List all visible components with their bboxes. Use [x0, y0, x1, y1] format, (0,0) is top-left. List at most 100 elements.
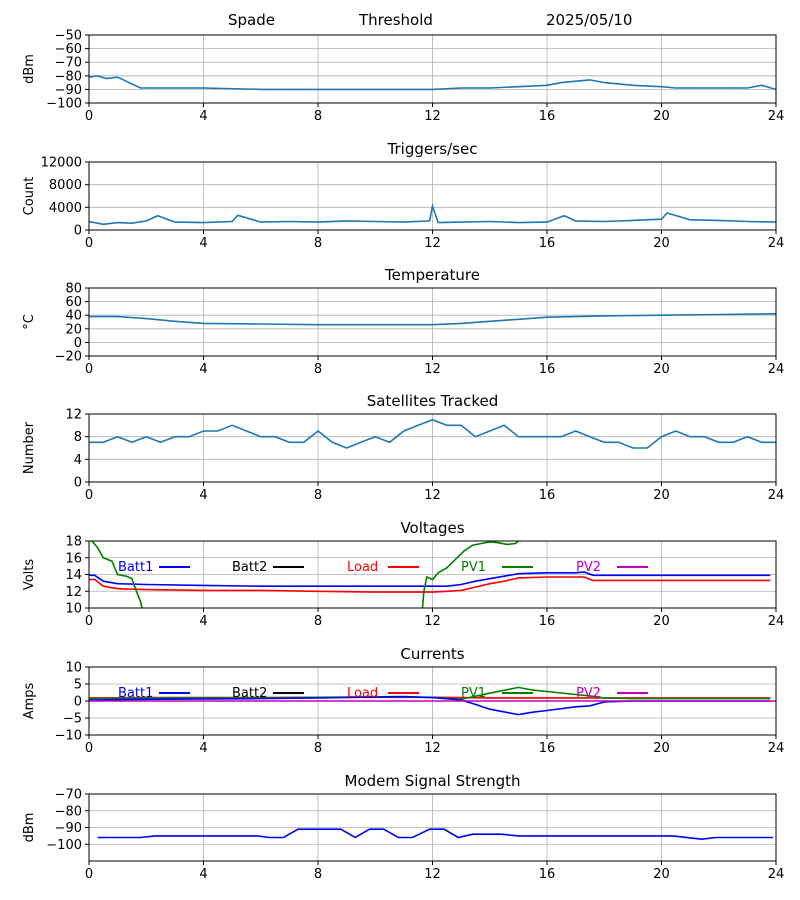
x-tick-label: 20 [653, 741, 670, 756]
x-tick-label: 12 [424, 236, 441, 251]
y-tick-label: 16 [65, 551, 82, 566]
panel-modem: 0 4 8 12 16 20 24 −100 −90 −80−70 Modem Signal Str… [22, 772, 784, 882]
chart-title: Triggers/sec [387, 140, 478, 158]
y-tick-label: 12000 [41, 156, 82, 171]
y-tick-label: 8 [74, 430, 82, 445]
chart-title: Currents [400, 645, 464, 663]
y-tick-label: 12 [65, 408, 82, 423]
series-line-load-1 [89, 576, 771, 593]
series-line-triggers-0 [89, 203, 776, 226]
chart-title: Voltages [400, 519, 464, 537]
x-tick-label: 16 [539, 867, 556, 882]
y-axis-label: °C [22, 314, 37, 330]
x-tick-label: 20 [653, 867, 670, 882]
series-line-temperature-0 [89, 313, 776, 326]
legend-label-batt1: Batt1 [118, 560, 153, 575]
x-tick-label: 8 [314, 362, 322, 377]
x-tick-label: 24 [768, 236, 785, 251]
x-tick-label: 0 [85, 614, 93, 629]
y-tick-label: −20 [55, 350, 82, 365]
y-tick-label: −10 [55, 729, 82, 744]
y-axis-label: Amps [22, 682, 37, 719]
x-tick-label: 24 [768, 109, 785, 124]
series-line-pv1-2 [91, 541, 143, 608]
y-tick-label: 60 [65, 295, 82, 310]
x-tick-label: 0 [85, 488, 93, 503]
y-tick-label: 18 [65, 535, 82, 550]
x-tick-label: 4 [199, 867, 207, 882]
y-tick-label: 0 [74, 336, 82, 351]
x-tick-label: 8 [314, 488, 322, 503]
y-tick-label: 4 [74, 453, 82, 468]
x-tick-label: 16 [539, 109, 556, 124]
x-tick-label: 4 [199, 614, 207, 629]
x-tick-label: 20 [653, 488, 670, 503]
chart-title: Temperature [384, 266, 480, 284]
x-tick-label: 24 [768, 867, 785, 882]
y-tick-label: 12 [65, 585, 82, 600]
y-tick-label: 0 [74, 224, 82, 239]
y-axis-label: dBm [22, 813, 37, 843]
x-tick-label: 12 [424, 741, 441, 756]
y-tick-label: −80 [55, 69, 82, 84]
y-tick-label: −100 [46, 97, 82, 112]
x-tick-label: 8 [314, 236, 322, 251]
y-tick-label: 14 [65, 568, 82, 583]
panel-satellites: 0 4 8 12 16 20 24 0 4 8 12 Satellites Tracked Number [22, 392, 784, 503]
x-tick-label: 4 [199, 362, 207, 377]
y-tick-label: 10 [65, 661, 82, 676]
x-tick-label: 20 [653, 236, 670, 251]
series-line-signal-0 [89, 74, 776, 91]
legend-label-pv2: PV2 [576, 560, 601, 575]
y-tick-label: 0 [74, 476, 82, 491]
y-tick-label: 80 [65, 282, 82, 297]
x-tick-label: 8 [314, 109, 322, 124]
series-line-modem-0 [97, 828, 774, 841]
legend-label-pv1: PV1 [461, 686, 486, 701]
y-tick-label: 20 [65, 322, 82, 337]
x-tick-label: 20 [653, 109, 670, 124]
y-tick-label: 10 [65, 602, 82, 617]
x-tick-label: 16 [539, 236, 556, 251]
legend-label-load: Load [347, 560, 378, 575]
header-site: Spade [228, 11, 275, 29]
x-tick-label: 16 [539, 741, 556, 756]
y-tick-label: −70 [55, 788, 82, 803]
y-tick-label: −70 [55, 56, 82, 71]
y-tick-label: −90 [55, 821, 82, 836]
x-tick-label: 0 [85, 867, 93, 882]
x-tick-label: 8 [314, 614, 322, 629]
y-tick-label: −50 [55, 29, 82, 44]
y-tick-label: −60 [55, 42, 82, 57]
x-tick-label: 24 [768, 741, 785, 756]
y-tick-label: 0 [74, 695, 82, 710]
x-tick-label: 4 [199, 488, 207, 503]
y-tick-label: 4000 [49, 201, 82, 216]
x-tick-label: 20 [653, 362, 670, 377]
series-line-batt1-0 [89, 571, 771, 587]
legend-label-batt1: Batt1 [118, 686, 153, 701]
header-date: 2025/05/10 [546, 11, 633, 29]
x-tick-label: 16 [539, 362, 556, 377]
x-tick-label: 24 [768, 614, 785, 629]
y-tick-label: −80 [55, 804, 82, 819]
legend-label-batt2: Batt2 [232, 560, 267, 575]
y-axis-label: Number [22, 421, 37, 474]
legend-label-pv1: PV1 [461, 560, 486, 575]
x-tick-label: 20 [653, 614, 670, 629]
legend-label-batt2: Batt2 [232, 686, 267, 701]
x-tick-label: 0 [85, 362, 93, 377]
x-tick-label: 4 [199, 109, 207, 124]
x-tick-label: 12 [424, 614, 441, 629]
x-tick-label: 0 [85, 109, 93, 124]
series-line-satellites-0 [89, 418, 776, 449]
header-mode: Threshold [359, 11, 433, 29]
series-line-pv1-3 [421, 541, 519, 608]
x-tick-label: 0 [85, 741, 93, 756]
x-tick-label: 12 [424, 867, 441, 882]
legend-label-load: Load [347, 686, 378, 701]
